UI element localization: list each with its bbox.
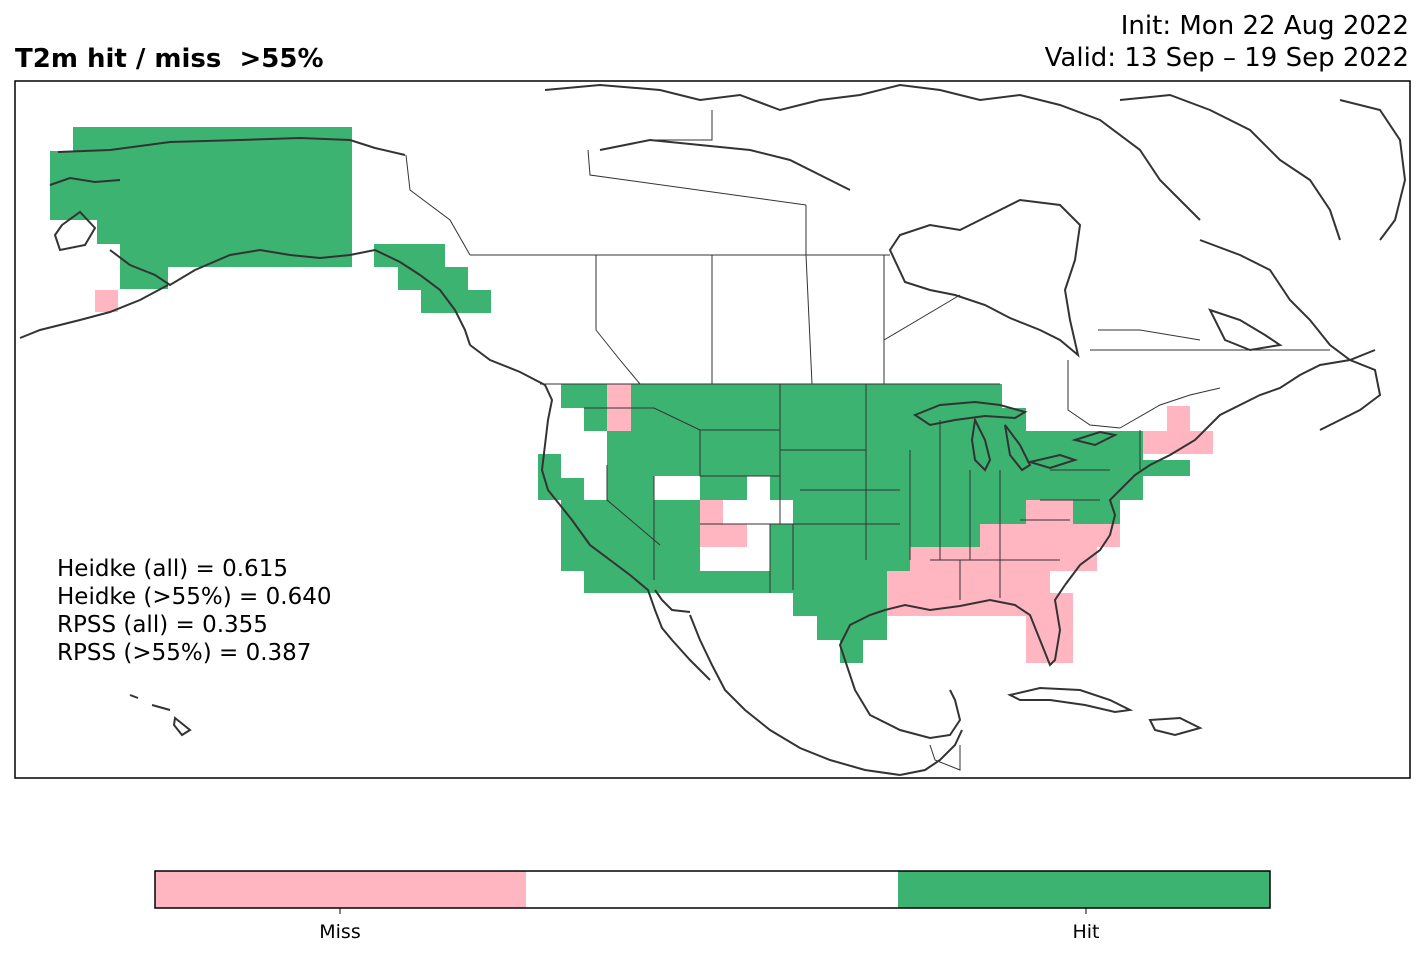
stat-heidke-all: Heidke (all) = 0.615 xyxy=(57,556,288,582)
coastlines xyxy=(19,83,1407,776)
colorbar-hit-segment xyxy=(898,871,1270,908)
political-borders xyxy=(405,110,1330,771)
colorbar-label-hit: Hit xyxy=(1072,921,1100,943)
skill-scores: Heidke (all) = 0.615 Heidke (>55%) = 0.6… xyxy=(57,555,331,667)
stat-heidke-55: Heidke (>55%) = 0.640 xyxy=(57,584,332,610)
map-title: T2m hit / miss >55% xyxy=(15,44,324,74)
init-date: Init: Mon 22 Aug 2022 xyxy=(1120,11,1409,41)
stat-rpss-all: RPSS (all) = 0.355 xyxy=(57,612,268,638)
colorbar-label-miss: Miss xyxy=(319,921,361,943)
colorbar xyxy=(154,870,1271,914)
colorbar-neutral-segment xyxy=(526,871,898,908)
valid-range: Valid: 13 Sep – 19 Sep 2022 xyxy=(1044,43,1409,73)
colorbar-miss-segment xyxy=(155,871,526,908)
stat-rpss-55: RPSS (>55%) = 0.387 xyxy=(57,640,312,666)
colorbar-frame xyxy=(154,870,1271,909)
date-info: Init: Mon 22 Aug 2022 Valid: 13 Sep – 19… xyxy=(1045,10,1409,74)
map-frame xyxy=(14,80,1411,779)
